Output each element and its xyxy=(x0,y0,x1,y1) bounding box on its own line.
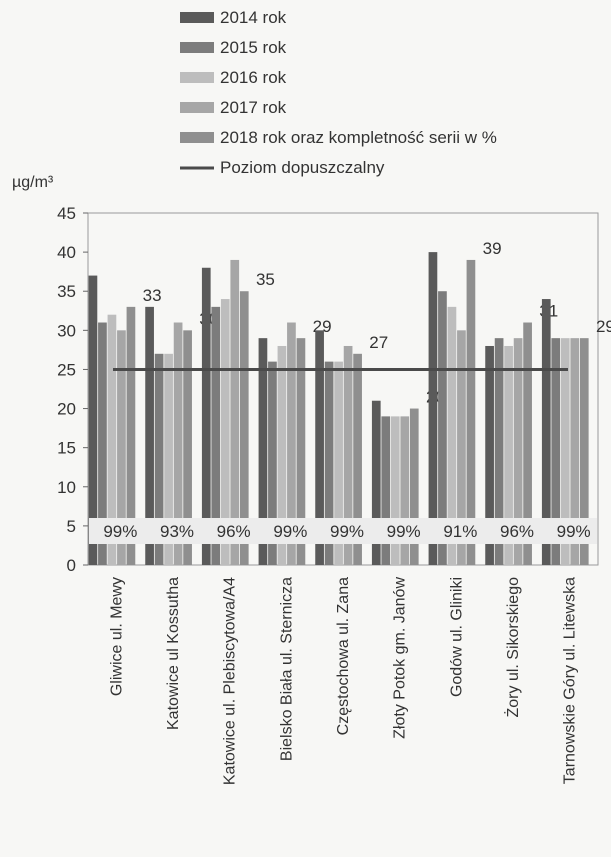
bar-1-3 xyxy=(201,267,211,565)
bar-1-7 xyxy=(428,252,438,565)
legend-label-reference: Poziom dopuszczalny xyxy=(220,158,385,177)
bar-5-5 xyxy=(353,353,362,565)
bar-5-1 xyxy=(126,306,136,565)
bar-4-7 xyxy=(457,330,466,565)
completeness-label-2: 93% xyxy=(160,522,194,541)
bar-2-3 xyxy=(211,306,221,565)
completeness-label-4: 99% xyxy=(273,522,307,541)
y-tick-label-15: 15 xyxy=(57,439,76,458)
bar-4-4 xyxy=(287,322,296,565)
bar-5-8 xyxy=(523,322,532,565)
bar-2-5 xyxy=(324,361,334,565)
bar-2-4 xyxy=(268,361,277,565)
completeness-label-9: 99% xyxy=(557,522,591,541)
category-label-5: Częstochowa ul. Zana xyxy=(335,577,352,735)
bar-5-3 xyxy=(239,291,249,565)
category-label-7: Godów ul. Gliniki xyxy=(448,577,465,697)
y-tick-label-40: 40 xyxy=(57,243,76,262)
bar-3-7 xyxy=(447,306,457,565)
category-label-6: Złoty Potok gm. Janów xyxy=(392,577,409,739)
bar-5-7 xyxy=(466,259,476,565)
y-tick-label-25: 25 xyxy=(57,360,76,379)
bar-3-4 xyxy=(277,345,287,565)
category-label-2: Katowice ul Kossutha xyxy=(165,577,182,730)
completeness-label-1: 99% xyxy=(103,522,137,541)
bar-3-5 xyxy=(334,361,343,565)
data-label-2018-5: 27 xyxy=(369,333,388,352)
category-label-4: Bielsko Biała ul. Sternicza xyxy=(278,577,295,761)
y-tick-label-30: 30 xyxy=(57,321,76,340)
data-label-2018-9: 29 xyxy=(596,317,611,336)
data-label-2018-7: 39 xyxy=(483,239,502,258)
bar-1-4 xyxy=(258,338,268,565)
bar-1-6 xyxy=(371,400,381,565)
legend-swatch-1 xyxy=(180,12,214,23)
bar-1-2 xyxy=(145,306,154,565)
completeness-label-7: 91% xyxy=(443,522,477,541)
completeness-label-8: 96% xyxy=(500,522,534,541)
bar-2-8 xyxy=(494,338,504,565)
bar-1-5 xyxy=(315,330,324,565)
bar-5-4 xyxy=(296,338,306,565)
completeness-label-6: 99% xyxy=(387,522,421,541)
legend-swatch-4 xyxy=(180,102,214,113)
bar-3-8 xyxy=(504,345,513,565)
bar-4-5 xyxy=(343,345,353,565)
category-label-9: Tarnowskie Góry ul. Litewska xyxy=(562,577,579,784)
bar-1-1 xyxy=(88,275,98,565)
bar-2-6 xyxy=(381,416,391,565)
bar-4-6 xyxy=(400,416,410,565)
bar-2-2 xyxy=(154,353,164,565)
bar-3-9 xyxy=(560,338,570,565)
y-tick-label-10: 10 xyxy=(57,478,76,497)
legend-label-3: 2016 rok xyxy=(220,68,287,87)
bar-3-6 xyxy=(390,416,400,565)
bar-3-3 xyxy=(220,299,230,565)
bar-4-3 xyxy=(230,259,240,565)
legend-label-4: 2017 rok xyxy=(220,98,287,117)
y-axis-unit: µg/m³ xyxy=(12,174,54,191)
legend-swatch-3 xyxy=(180,72,214,83)
data-label-2018-1: 33 xyxy=(143,286,162,305)
bar-2-9 xyxy=(551,338,561,565)
completeness-label-3: 96% xyxy=(217,522,251,541)
bar-4-9 xyxy=(570,338,580,565)
category-label-1: Gliwice ul. Mewy xyxy=(108,577,125,696)
completeness-label-5: 99% xyxy=(330,522,364,541)
legend-label-2: 2015 rok xyxy=(220,38,287,57)
bar-2-7 xyxy=(438,291,447,565)
bar-4-1 xyxy=(117,330,126,565)
bar-3-2 xyxy=(164,353,173,565)
legend-swatch-5 xyxy=(180,132,214,143)
legend-label-5: 2018 rok oraz kompletność serii w % xyxy=(220,128,497,147)
y-tick-label-5: 5 xyxy=(67,517,76,536)
bar-5-2 xyxy=(183,330,192,565)
completeness-band xyxy=(89,518,597,544)
category-label-8: Żory ul. Sikorskiego xyxy=(503,577,522,718)
bar-5-6 xyxy=(409,408,419,565)
y-tick-label-0: 0 xyxy=(67,556,76,575)
legend-swatch-2 xyxy=(180,42,214,53)
bar-3-1 xyxy=(107,314,117,565)
bar-4-2 xyxy=(173,322,183,565)
bar-1-8 xyxy=(485,345,494,565)
y-tick-label-35: 35 xyxy=(57,282,76,301)
bar-4-8 xyxy=(513,338,523,565)
bar-2-1 xyxy=(98,322,107,565)
legend-label-1: 2014 rok xyxy=(220,8,287,27)
y-tick-label-45: 45 xyxy=(57,204,76,223)
y-tick-label-20: 20 xyxy=(57,400,76,419)
bar-1-9 xyxy=(541,299,551,565)
bar-5-9 xyxy=(579,338,589,565)
plot-area xyxy=(87,212,599,566)
category-label-3: Katowice ul. Plebiscytowa/A4 xyxy=(222,577,239,785)
data-label-2018-3: 35 xyxy=(256,270,275,289)
